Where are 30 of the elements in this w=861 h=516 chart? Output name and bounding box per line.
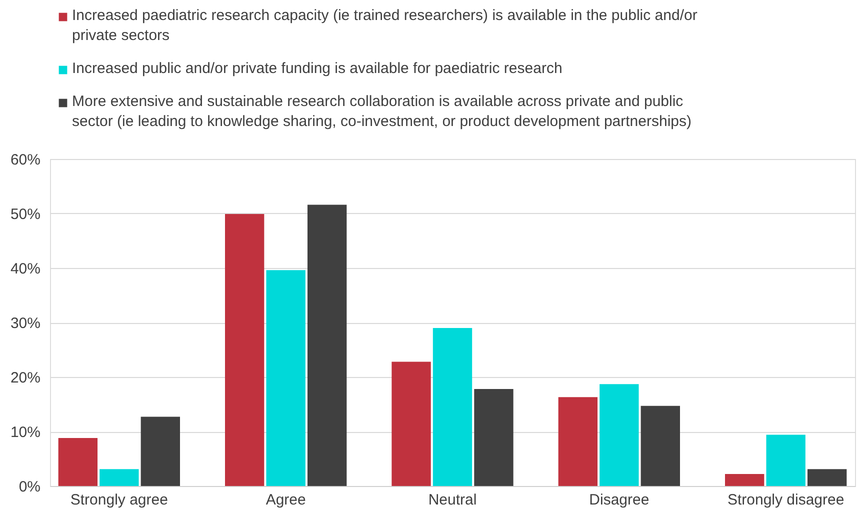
bar: [432, 328, 472, 486]
y-tick-label: 20%: [10, 370, 40, 386]
bar: [140, 416, 180, 486]
bar: [558, 397, 598, 486]
x-tick-label: Strongly disagree: [727, 492, 844, 508]
legend-label: More extensive and sustainable research collaboration is available across private and public sector (ie leading to knowledge sharing, co-investment, or product development partnerships): [72, 93, 692, 130]
bar: [225, 214, 264, 486]
bar: [600, 384, 639, 486]
bar: [640, 406, 680, 486]
y-tick-label: 60%: [10, 152, 40, 168]
bar: [807, 469, 847, 486]
bar: [58, 438, 98, 486]
bar: [266, 270, 306, 486]
bar: [474, 388, 514, 486]
y-tick-label: 0%: [18, 478, 40, 496]
legend-label: Increased paediatric research capacity (ie trained researchers) is available in the public and/or private sectors: [72, 7, 698, 44]
legend-label: Increased public and/or private funding is available for paediatric research: [72, 60, 562, 77]
bar: [307, 204, 347, 486]
y-tick-label: 10%: [10, 424, 40, 441]
y-tick-label: 30%: [10, 315, 40, 332]
y-tick-label: 40%: [10, 260, 40, 278]
x-tick-label: Disagree: [589, 492, 650, 508]
y-tick-label: 50%: [10, 206, 40, 223]
bar: [725, 474, 764, 486]
bar: [100, 469, 139, 486]
x-tick-label: Neutral: [428, 492, 477, 508]
x-tick-label: Agree: [266, 492, 306, 508]
bar: [766, 434, 806, 486]
bar: [392, 362, 431, 486]
x-tick-label: Strongly agree: [70, 492, 168, 508]
